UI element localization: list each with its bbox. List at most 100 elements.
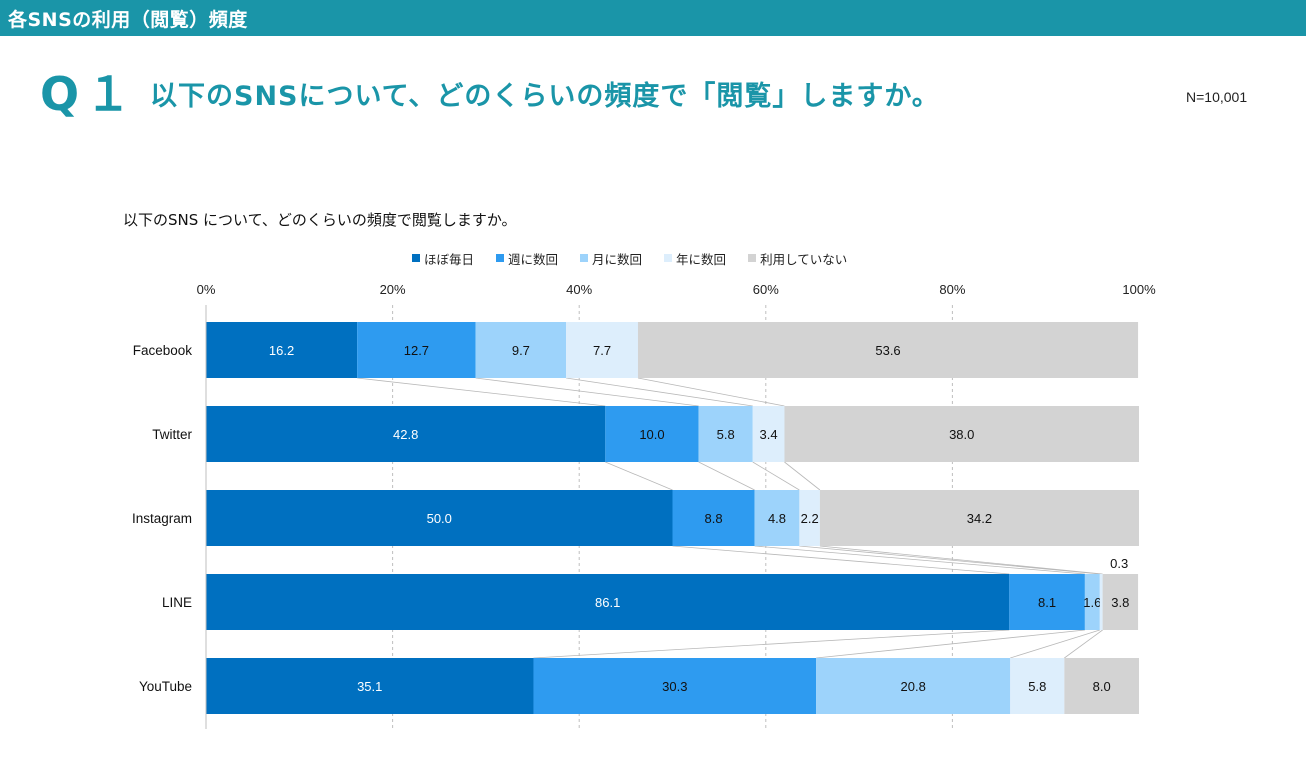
data-label: 7.7: [593, 343, 611, 358]
connector-line: [1064, 629, 1103, 659]
data-label: 20.8: [901, 679, 926, 694]
connector-line: [533, 629, 1010, 659]
data-label: 50.0: [427, 511, 452, 526]
category-label: YouTube: [139, 679, 192, 694]
bar-segment: [206, 406, 606, 462]
chart-legend: ほぼ毎日 週に数回 月に数回 年に数回 利用していない: [412, 249, 869, 268]
bar-segment: [754, 490, 800, 546]
x-tick-label: 20%: [380, 282, 406, 297]
data-label: 8.0: [1093, 679, 1111, 694]
bar-segment: [1099, 574, 1103, 630]
legend-label-weekly: 週に数回: [508, 251, 559, 267]
data-label: 35.1: [357, 679, 382, 694]
bar-segment: [698, 406, 753, 462]
legend-swatch-yearly: [664, 254, 673, 262]
legend-swatch-weekly: [496, 254, 505, 262]
connector-line: [672, 545, 1010, 575]
bar-segment: [206, 490, 673, 546]
bar-segment: [605, 406, 699, 462]
category-label: Facebook: [133, 343, 193, 358]
x-tick-label: 0%: [197, 282, 216, 297]
data-label: 10.0: [639, 427, 664, 442]
bar-segment: [475, 322, 567, 378]
legend-label-daily: ほぼ毎日: [424, 251, 475, 267]
data-label: 5.8: [717, 427, 735, 442]
bar-segment: [1084, 574, 1100, 630]
data-label: 1.6: [1083, 595, 1101, 610]
data-label: 86.1: [595, 595, 620, 610]
legend-item-monthly: 月に数回: [580, 249, 642, 268]
connector-line: [819, 545, 1103, 575]
data-label: 42.8: [393, 427, 418, 442]
data-label: 9.7: [512, 343, 530, 358]
connector-line: [1010, 629, 1100, 659]
data-label: 8.8: [705, 511, 723, 526]
bar-segment: [206, 574, 1010, 630]
category-label: LINE: [162, 595, 192, 610]
data-label: 2.2: [801, 511, 819, 526]
bar-segment: [752, 406, 785, 462]
bar-segment: [1009, 574, 1085, 630]
x-tick-label: 80%: [939, 282, 965, 297]
bar-segment: [566, 322, 638, 378]
data-label: 3.4: [760, 427, 778, 442]
sample-size: N=10,001: [1186, 89, 1248, 105]
data-label: 3.8: [1111, 595, 1129, 610]
legend-item-not-used: 利用していない: [748, 249, 847, 268]
x-tick-label: 100%: [1122, 282, 1156, 297]
question-number: Q１: [40, 67, 138, 121]
bar-segment: [784, 406, 1139, 462]
connector-line: [752, 461, 800, 491]
connector-line: [605, 461, 673, 491]
bar-segment: [357, 322, 476, 378]
header-band: 各SNSの利用（閲覧）頻度: [0, 0, 1306, 36]
category-label: Twitter: [152, 427, 192, 442]
bar-segment: [816, 658, 1011, 714]
connector-line: [816, 629, 1085, 659]
data-label: 4.8: [768, 511, 786, 526]
connector-line: [698, 461, 755, 491]
connector-line: [799, 545, 1100, 575]
connector-line: [566, 377, 753, 407]
legend-label-yearly: 年に数回: [676, 251, 727, 267]
question-text: 以下のSNSについて、どのくらいの頻度で「閲覧」しますか。: [150, 81, 940, 112]
legend-item-daily: ほぼ毎日: [412, 249, 474, 268]
bar-segment: [819, 490, 1139, 546]
x-tick-label: 40%: [566, 282, 592, 297]
bar-segment: [672, 490, 755, 546]
chart-title: 以下のSNS について、どのくらいの頻度で閲覧しますか。: [123, 211, 517, 229]
bar-segment: [206, 658, 534, 714]
bar-segment: [637, 322, 1139, 378]
legend-swatch-daily: [412, 254, 420, 262]
bar-segment: [1010, 658, 1065, 714]
connector-line: [357, 377, 606, 407]
data-label: 0.3: [1110, 556, 1128, 571]
legend-label-not-used: 利用していない: [760, 251, 848, 267]
data-label: 5.8: [1028, 679, 1046, 694]
data-label: 16.2: [269, 343, 294, 358]
connector-line: [784, 461, 821, 491]
connector-line: [754, 545, 1085, 575]
bar-segment: [1102, 574, 1139, 630]
legend-swatch-not-used: [748, 254, 757, 262]
page-header-title: 各SNSの利用（閲覧）頻度: [8, 9, 248, 31]
connector-line: [637, 377, 785, 407]
category-label: Instagram: [132, 511, 192, 526]
legend-swatch-monthly: [580, 254, 589, 262]
data-label: 53.6: [875, 343, 900, 358]
bar-segment: [206, 322, 358, 378]
bar-segment: [1064, 658, 1139, 714]
data-label: 38.0: [949, 427, 974, 442]
data-label: 30.3: [662, 679, 687, 694]
legend-item-weekly: 週に数回: [496, 249, 558, 268]
data-label: 8.1: [1038, 595, 1056, 610]
bar-segment: [799, 490, 820, 546]
x-tick-label: 60%: [753, 282, 779, 297]
data-label: 34.2: [967, 511, 992, 526]
bar-segment: [533, 658, 817, 714]
legend-label-monthly: 月に数回: [592, 251, 643, 267]
connector-line: [475, 377, 699, 407]
data-label: 12.7: [404, 343, 429, 358]
legend-item-yearly: 年に数回: [664, 249, 726, 268]
